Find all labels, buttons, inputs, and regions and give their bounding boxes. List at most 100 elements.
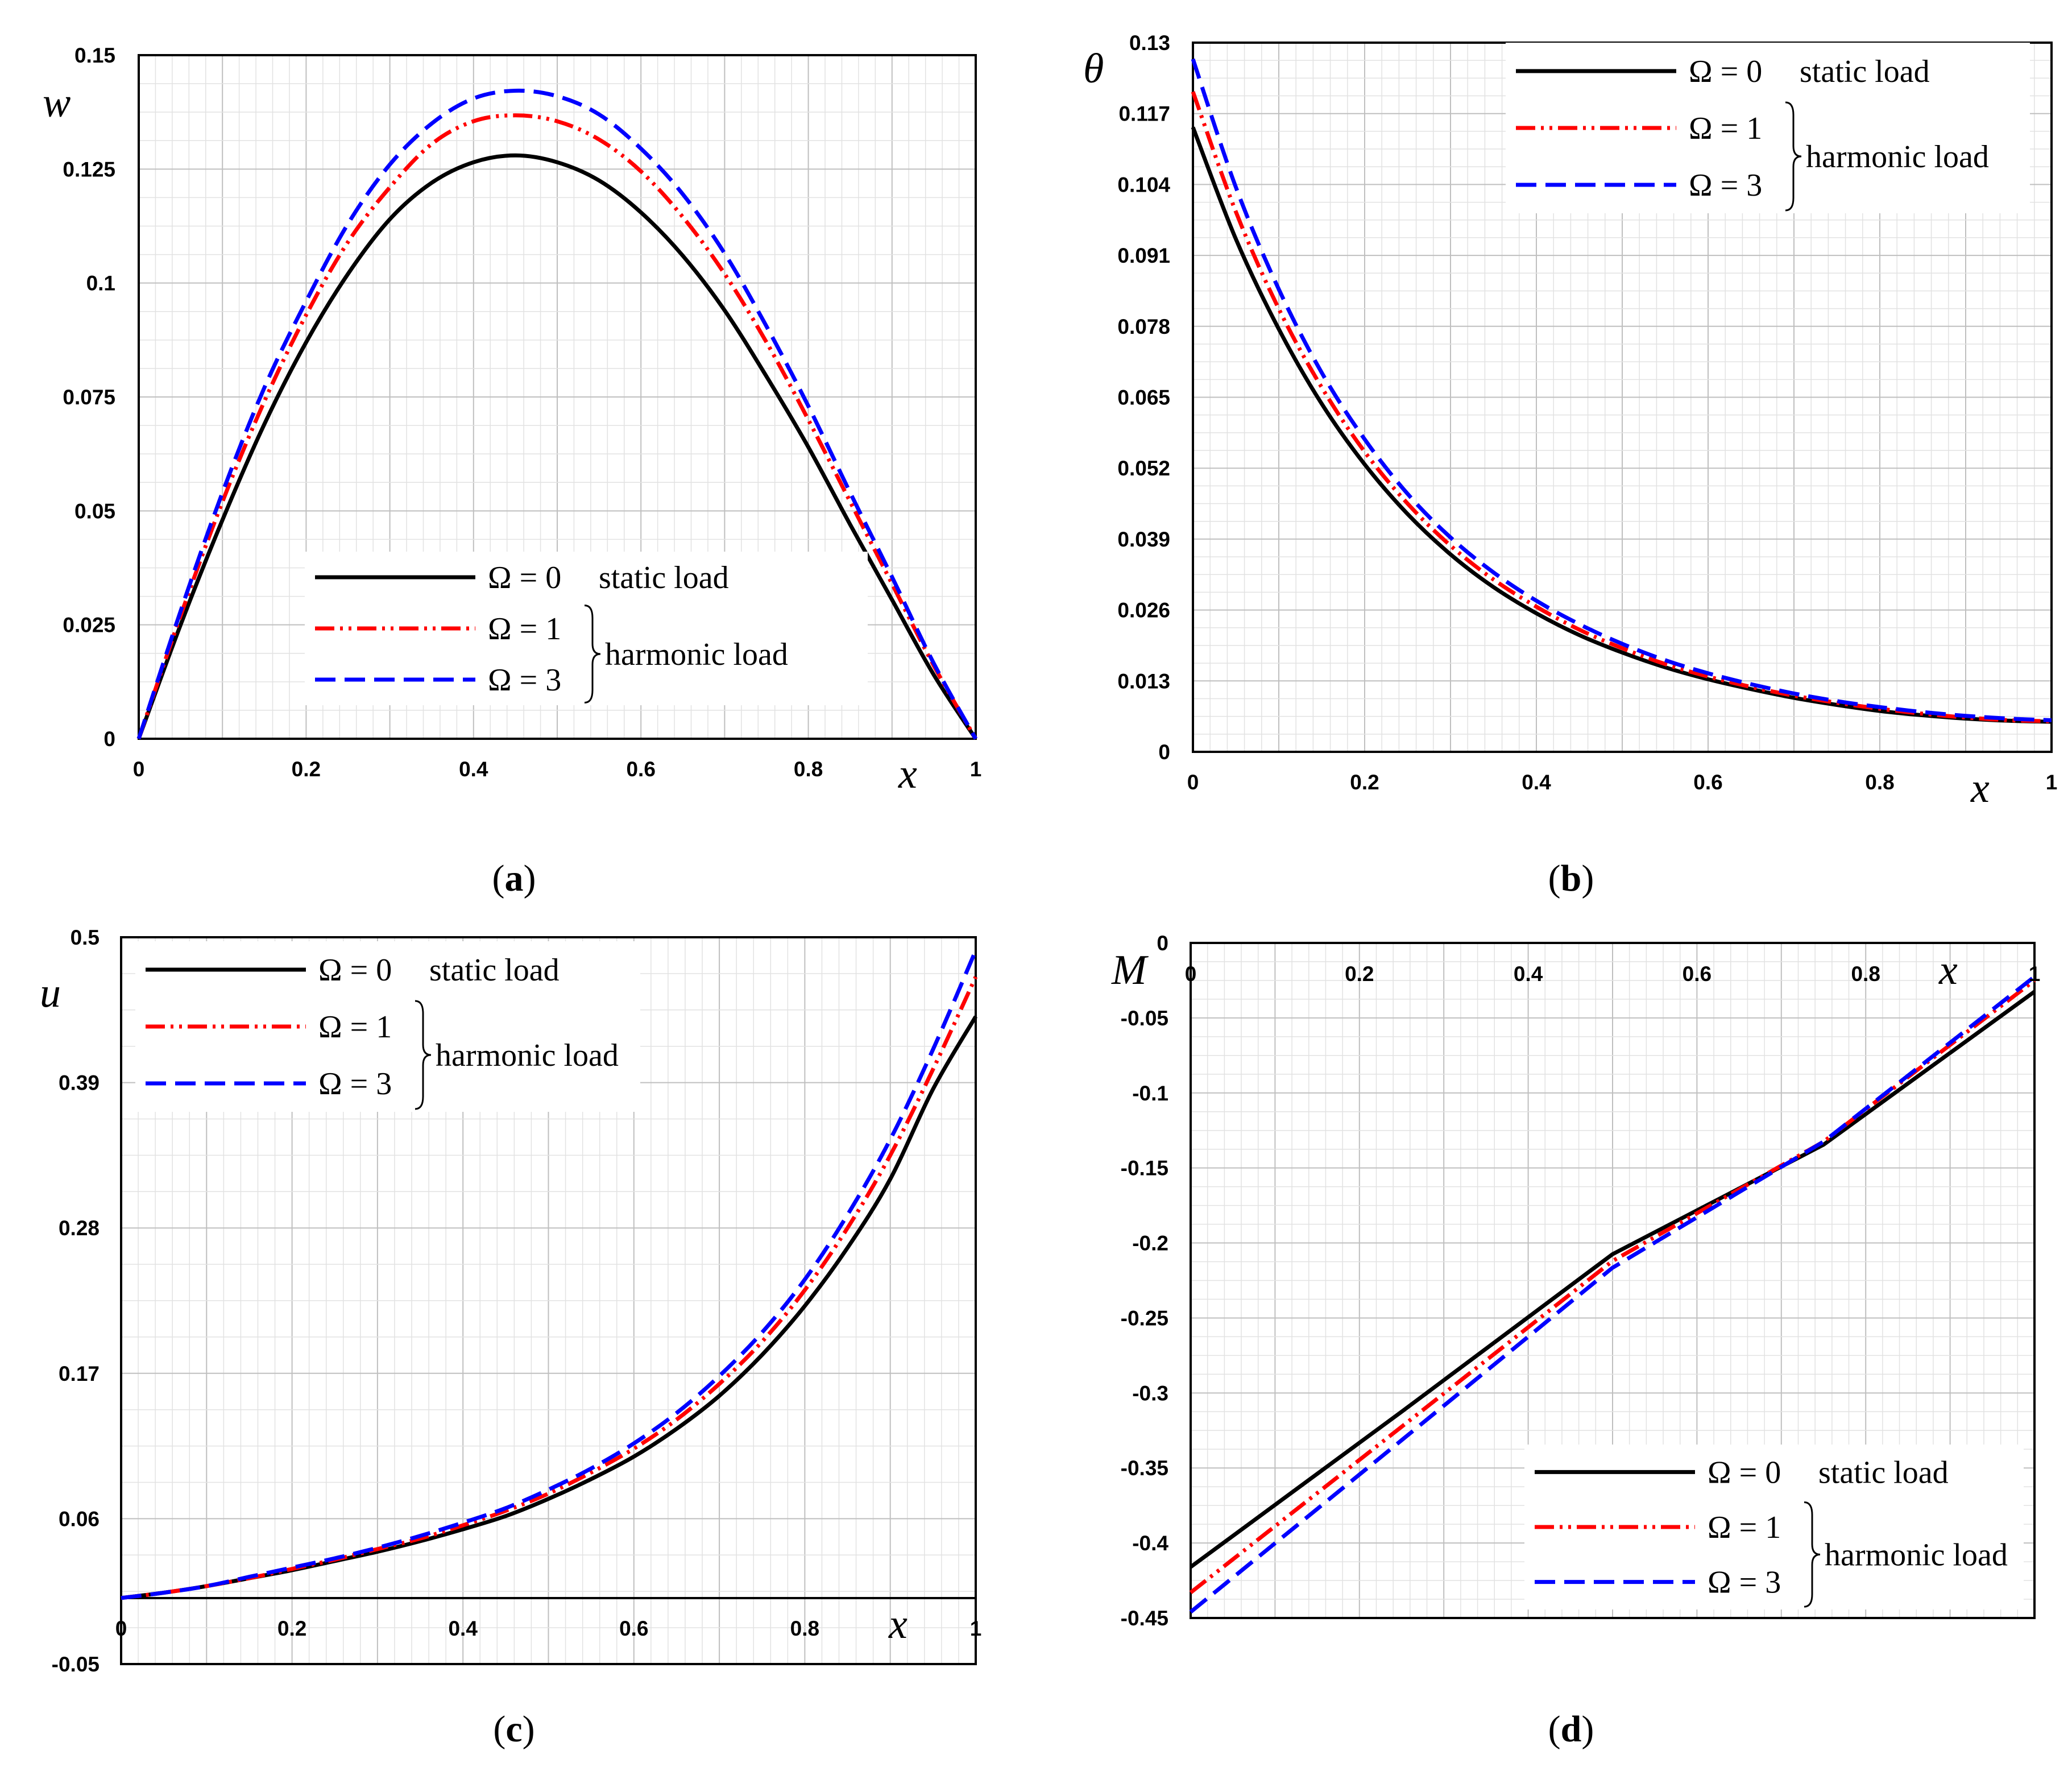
y-tick-label: 0.052 xyxy=(1117,457,1170,480)
panel-caption: (b) xyxy=(1548,858,1594,899)
legend-label: Ω = 0 xyxy=(488,560,561,595)
plot-frame xyxy=(120,936,977,1665)
y-tick-label: 0.1 xyxy=(86,272,115,295)
y-tick-label: 0 xyxy=(1158,740,1170,764)
panel-a: 0 0.2 0.4 0.6 0.8 1 0 0.025 0.05 0.075 0.1 0.125 0.1… xyxy=(43,44,981,899)
legend-label: Ω = 3 xyxy=(1708,1565,1781,1600)
legend-brace xyxy=(415,1000,432,1110)
legend-label: Ω = 3 xyxy=(488,663,561,698)
series-line-omega-0 xyxy=(1191,126,2052,724)
y-tick-label: 0.104 xyxy=(1117,173,1170,196)
legend-label: Ω = 0 xyxy=(1689,54,1762,89)
tick-labels: 0 0.2 0.4 0.6 0.8 1 0 0.013 0.026 0.039 0.052 0.065… xyxy=(1117,31,2057,794)
series-line-omega-1 xyxy=(1191,91,2052,723)
panel-caption: (c) xyxy=(493,1708,534,1750)
y-tick-label: -0.4 xyxy=(1132,1532,1168,1555)
y-tick-label: 0.15 xyxy=(74,44,115,67)
x-tick-label: 0.8 xyxy=(1865,771,1894,794)
y-tick-label: 0.13 xyxy=(1129,31,1170,55)
y-axis-label: w xyxy=(43,80,71,126)
y-tick-label: 0 xyxy=(103,727,115,751)
y-tick-label: 0.06 xyxy=(59,1507,100,1530)
x-axis-label: x xyxy=(888,1601,907,1648)
y-tick-label: 0.05 xyxy=(74,499,115,523)
legend-label: Ω = 3 xyxy=(318,1066,392,1102)
y-tick-label: -0.25 xyxy=(1121,1306,1168,1330)
y-tick-label: -0.2 xyxy=(1132,1232,1168,1255)
y-tick-label: -0.3 xyxy=(1132,1381,1168,1405)
x-tick-label: 0.2 xyxy=(292,758,321,781)
y-tick-label: 0 xyxy=(1157,932,1168,955)
series-line-omega-1 xyxy=(136,113,978,740)
panel-caption: (a) xyxy=(492,858,536,899)
legend-harmonic-desc: harmonic load xyxy=(1825,1537,2008,1572)
legend-label: Ω = 1 xyxy=(1708,1510,1781,1545)
y-tick-label: 0.117 xyxy=(1118,102,1170,126)
x-tick-label: 0.6 xyxy=(1683,962,1712,986)
x-tick-label: 1 xyxy=(2046,771,2058,794)
legend-brace xyxy=(1804,1501,1821,1608)
x-tick-label: 0.4 xyxy=(459,758,488,781)
tick-labels: 0 0.2 0.4 0.6 0.8 1 -0.05 0.06 0.17 0.28 0.39 0.5 xyxy=(52,926,982,1676)
x-tick-label: 1 xyxy=(2029,962,2041,986)
x-tick-label: 1 xyxy=(970,758,982,781)
y-tick-label: 0.026 xyxy=(1117,599,1170,622)
y-axis-label: u xyxy=(40,970,61,1016)
y-tick-label: 0.5 xyxy=(71,926,100,949)
legend-label: Ω = 1 xyxy=(318,1009,392,1045)
x-tick-label: 0.2 xyxy=(1350,771,1379,794)
legend-harmonic-desc: harmonic load xyxy=(1806,139,1989,175)
legend-static-desc: static load xyxy=(1800,54,1930,89)
y-axis-label: θ xyxy=(1083,45,1104,92)
legend: Ω = 0 Ω = 1 Ω = 3 static load harmonic load xyxy=(1524,1445,2024,1609)
legend: Ω = 0 Ω = 1 Ω = 3 static load harmonic load xyxy=(135,941,640,1112)
x-tick-label: 1 xyxy=(970,1617,982,1640)
y-tick-label: -0.45 xyxy=(1121,1607,1168,1630)
plot-frame xyxy=(1190,942,2036,1619)
x-tick-label: 0.8 xyxy=(790,1617,819,1640)
legend-brace xyxy=(584,605,601,704)
legend-background xyxy=(305,552,868,705)
tick-labels: 0 0.2 0.4 0.6 0.8 1 0 -0.05 -0.1 -0.15 -0.2 -0.25 -0… xyxy=(1121,932,2041,1630)
legend: Ω = 0 Ω = 1 Ω = 3 static load harmonic load xyxy=(305,552,868,705)
x-tick-label: 0.6 xyxy=(1693,771,1722,794)
legend-static-desc: static load xyxy=(1818,1455,1949,1490)
x-tick-label: 0.8 xyxy=(1851,962,1880,986)
y-tick-label: -0.35 xyxy=(1121,1456,1168,1480)
x-tick-label: 0.8 xyxy=(794,758,823,781)
y-axis-label: M xyxy=(1111,947,1149,994)
y-tick-label: -0.1 xyxy=(1132,1082,1168,1105)
x-tick-label: 0.2 xyxy=(1345,962,1374,986)
y-tick-label: 0.065 xyxy=(1117,386,1170,409)
series-line-omega-0 xyxy=(136,153,977,740)
plot-frame xyxy=(138,54,977,740)
panel-b: 0 0.2 0.4 0.6 0.8 1 0 0.013 0.026 0.039 0.052 0.065… xyxy=(1083,31,2057,899)
series-line-omega-0 xyxy=(1189,990,2036,1569)
x-tick-label: 0 xyxy=(1185,962,1197,986)
series-group xyxy=(121,949,978,1600)
series-group xyxy=(1191,58,2052,724)
x-tick-label: 0 xyxy=(133,758,145,781)
series-line-omega-3 xyxy=(1189,975,2036,1614)
y-tick-label: 0.125 xyxy=(63,158,115,181)
y-tick-label: 0.075 xyxy=(63,386,115,409)
y-tick-label: 0.091 xyxy=(1117,244,1170,267)
y-tick-label: -0.15 xyxy=(1121,1157,1168,1180)
y-tick-label: 0.039 xyxy=(1117,528,1170,551)
y-tick-label: 0.28 xyxy=(59,1216,100,1240)
legend-label: Ω = 0 xyxy=(1708,1455,1781,1490)
panel-caption: (d) xyxy=(1548,1708,1594,1750)
panel-c: 0 0.2 0.4 0.6 0.8 1 -0.05 0.06 0.17 0.28 0.39 0.5 u x… xyxy=(40,926,981,1750)
legend: Ω = 0 Ω = 1 Ω = 3 static load harmonic load xyxy=(1506,43,2030,213)
x-tick-label: 0.6 xyxy=(626,758,655,781)
panels: 0 0.2 0.4 0.6 0.8 1 0 0.025 0.05 0.075 0.1 0.125 0.1… xyxy=(40,31,2057,1750)
y-tick-label: -0.05 xyxy=(52,1653,100,1676)
series-group xyxy=(1189,975,2036,1614)
series-group xyxy=(136,88,978,740)
legend-static-desc: static load xyxy=(599,560,729,595)
y-tick-label: 0.39 xyxy=(59,1071,100,1095)
legend-harmonic-desc: harmonic load xyxy=(436,1038,619,1073)
legend-label: Ω = 0 xyxy=(318,953,392,988)
y-tick-label: 0.17 xyxy=(59,1362,100,1385)
